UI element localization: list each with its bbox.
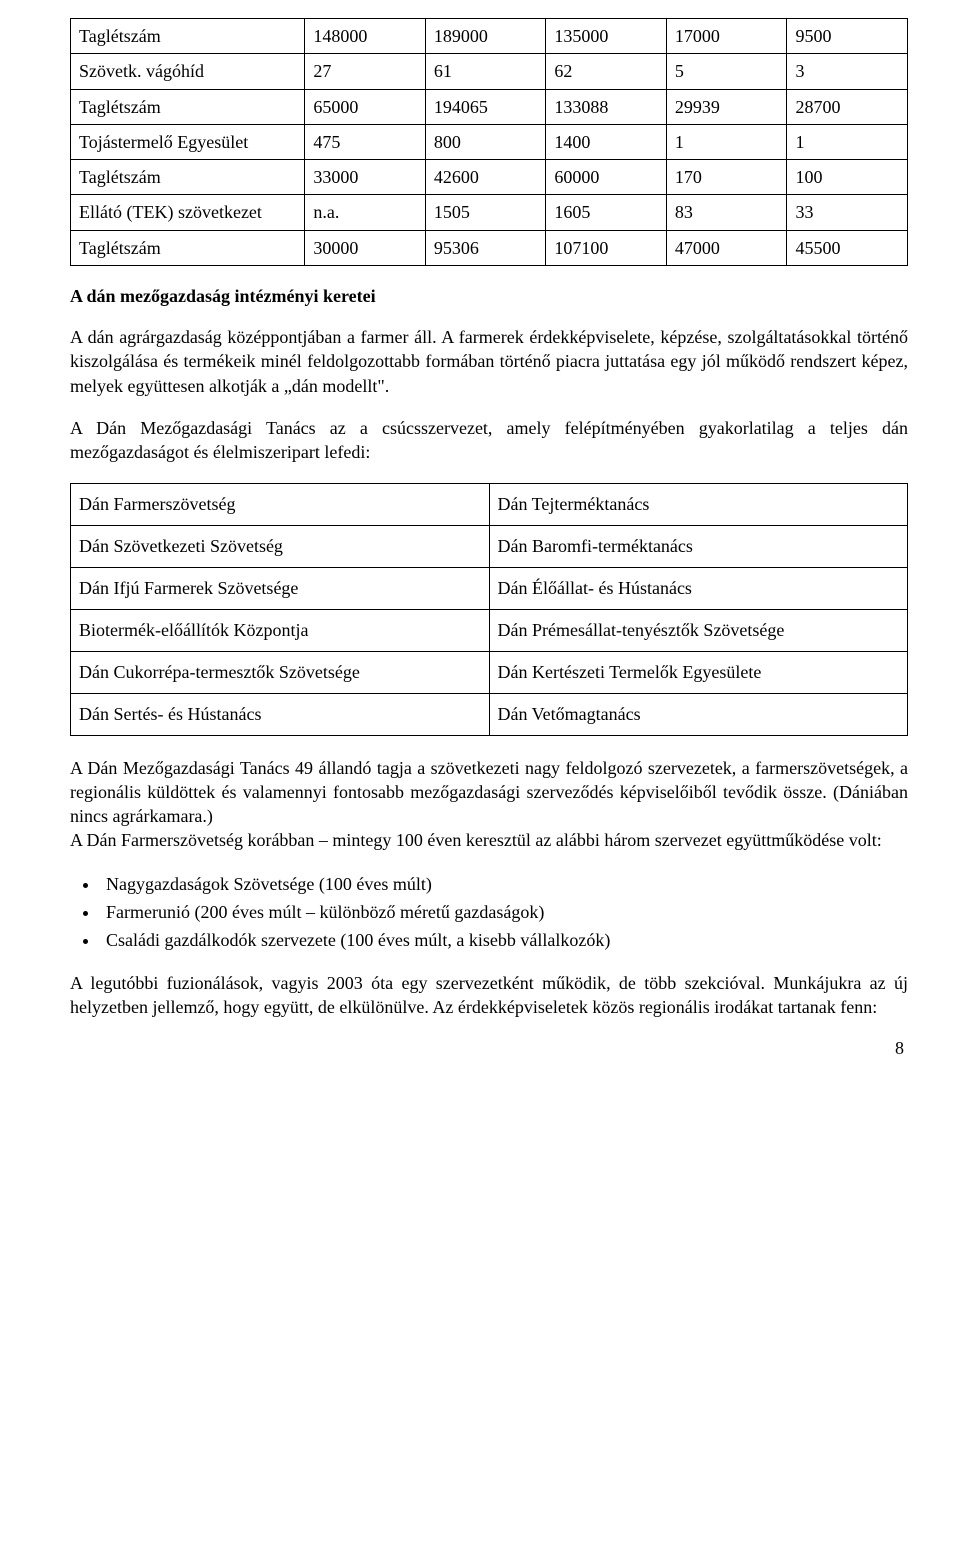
cell: 100 — [787, 160, 908, 195]
cell: 5 — [666, 54, 787, 89]
paragraph: A dán agrárgazdaság középpontjában a far… — [70, 325, 908, 398]
cell: 1 — [666, 124, 787, 159]
cell: 29939 — [666, 89, 787, 124]
document-page: Taglétszám 148000 189000 135000 17000 95… — [0, 0, 960, 1089]
cell: Biotermék-előállítók Központja — [71, 609, 490, 651]
cell: 33 — [787, 195, 908, 230]
data-table-1: Taglétszám 148000 189000 135000 17000 95… — [70, 18, 908, 266]
cell: Ellátó (TEK) szövetkezet — [71, 195, 305, 230]
cell: Taglétszám — [71, 230, 305, 265]
cell: 62 — [546, 54, 667, 89]
bullet-list: Nagygazdaságok Szövetsége (100 éves múlt… — [100, 871, 908, 953]
cell: 33000 — [305, 160, 426, 195]
cell: 170 — [666, 160, 787, 195]
cell: Dán Baromfi-terméktanács — [489, 525, 908, 567]
cell: 60000 — [546, 160, 667, 195]
cell: 107100 — [546, 230, 667, 265]
cell: 83 — [666, 195, 787, 230]
table-row: Dán Cukorrépa-termesztők Szövetsége Dán … — [71, 651, 908, 693]
cell: 189000 — [425, 19, 546, 54]
table-row: Taglétszám 148000 189000 135000 17000 95… — [71, 19, 908, 54]
table-row: Dán Sertés- és Hústanács Dán Vetőmagtaná… — [71, 693, 908, 735]
cell: Dán Ifjú Farmerek Szövetsége — [71, 567, 490, 609]
table-row: Szövetk. vágóhíd 27 61 62 5 3 — [71, 54, 908, 89]
cell: Taglétszám — [71, 19, 305, 54]
cell: Szövetk. vágóhíd — [71, 54, 305, 89]
table-row: Biotermék-előállítók Központja Dán Préme… — [71, 609, 908, 651]
cell: Dán Cukorrépa-termesztők Szövetsége — [71, 651, 490, 693]
paragraph: A Dán Mezőgazdasági Tanács az a csúcssze… — [70, 416, 908, 465]
cell: 42600 — [425, 160, 546, 195]
table-row: Ellátó (TEK) szövetkezet n.a. 1505 1605 … — [71, 195, 908, 230]
cell: 28700 — [787, 89, 908, 124]
table-row: Dán Szövetkezeti Szövetség Dán Baromfi-t… — [71, 525, 908, 567]
cell: 1505 — [425, 195, 546, 230]
paragraph: A Dán Mezőgazdasági Tanács 49 állandó ta… — [70, 756, 908, 829]
cell: 135000 — [546, 19, 667, 54]
table-row: Taglétszám 30000 95306 107100 47000 4550… — [71, 230, 908, 265]
cell: 30000 — [305, 230, 426, 265]
cell: Dán Szövetkezeti Szövetség — [71, 525, 490, 567]
cell: 3 — [787, 54, 908, 89]
cell: Dán Farmerszövetség — [71, 483, 490, 525]
cell: 148000 — [305, 19, 426, 54]
cell: Dán Sertés- és Hústanács — [71, 693, 490, 735]
cell: 9500 — [787, 19, 908, 54]
cell: 1605 — [546, 195, 667, 230]
table-row: Dán Ifjú Farmerek Szövetsége Dán Élőálla… — [71, 567, 908, 609]
cell: 475 — [305, 124, 426, 159]
cell: 45500 — [787, 230, 908, 265]
cell: Dán Vetőmagtanács — [489, 693, 908, 735]
cell: Taglétszám — [71, 89, 305, 124]
table-row: Taglétszám 33000 42600 60000 170 100 — [71, 160, 908, 195]
paragraph: A legutóbbi fuzionálások, vagyis 2003 ót… — [70, 971, 908, 1020]
cell: Dán Prémesállat-tenyésztők Szövetsége — [489, 609, 908, 651]
cell: 27 — [305, 54, 426, 89]
page-number: 8 — [70, 1038, 908, 1059]
cell: 1 — [787, 124, 908, 159]
cell: 95306 — [425, 230, 546, 265]
paragraph: A Dán Farmerszövetség korábban – mintegy… — [70, 828, 908, 852]
list-item: Családi gazdálkodók szervezete (100 éves… — [100, 927, 908, 953]
cell: 47000 — [666, 230, 787, 265]
cell: Dán Kertészeti Termelők Egyesülete — [489, 651, 908, 693]
cell: Tojástermelő Egyesület — [71, 124, 305, 159]
section-heading: A dán mezőgazdaság intézményi keretei — [70, 286, 908, 307]
cell: Dán Tejterméktanács — [489, 483, 908, 525]
cell: 194065 — [425, 89, 546, 124]
cell: 800 — [425, 124, 546, 159]
cell: Dán Élőállat- és Hústanács — [489, 567, 908, 609]
cell: 133088 — [546, 89, 667, 124]
list-item: Farmerunió (200 éves múlt – különböző mé… — [100, 899, 908, 925]
cell: 17000 — [666, 19, 787, 54]
list-item: Nagygazdaságok Szövetsége (100 éves múlt… — [100, 871, 908, 897]
organizations-table: Dán Farmerszövetség Dán Tejterméktanács … — [70, 483, 908, 736]
table-row: Taglétszám 65000 194065 133088 29939 287… — [71, 89, 908, 124]
cell: 65000 — [305, 89, 426, 124]
table-row: Dán Farmerszövetség Dán Tejterméktanács — [71, 483, 908, 525]
cell: 1400 — [546, 124, 667, 159]
table-row: Tojástermelő Egyesület 475 800 1400 1 1 — [71, 124, 908, 159]
cell: n.a. — [305, 195, 426, 230]
cell: 61 — [425, 54, 546, 89]
cell: Taglétszám — [71, 160, 305, 195]
